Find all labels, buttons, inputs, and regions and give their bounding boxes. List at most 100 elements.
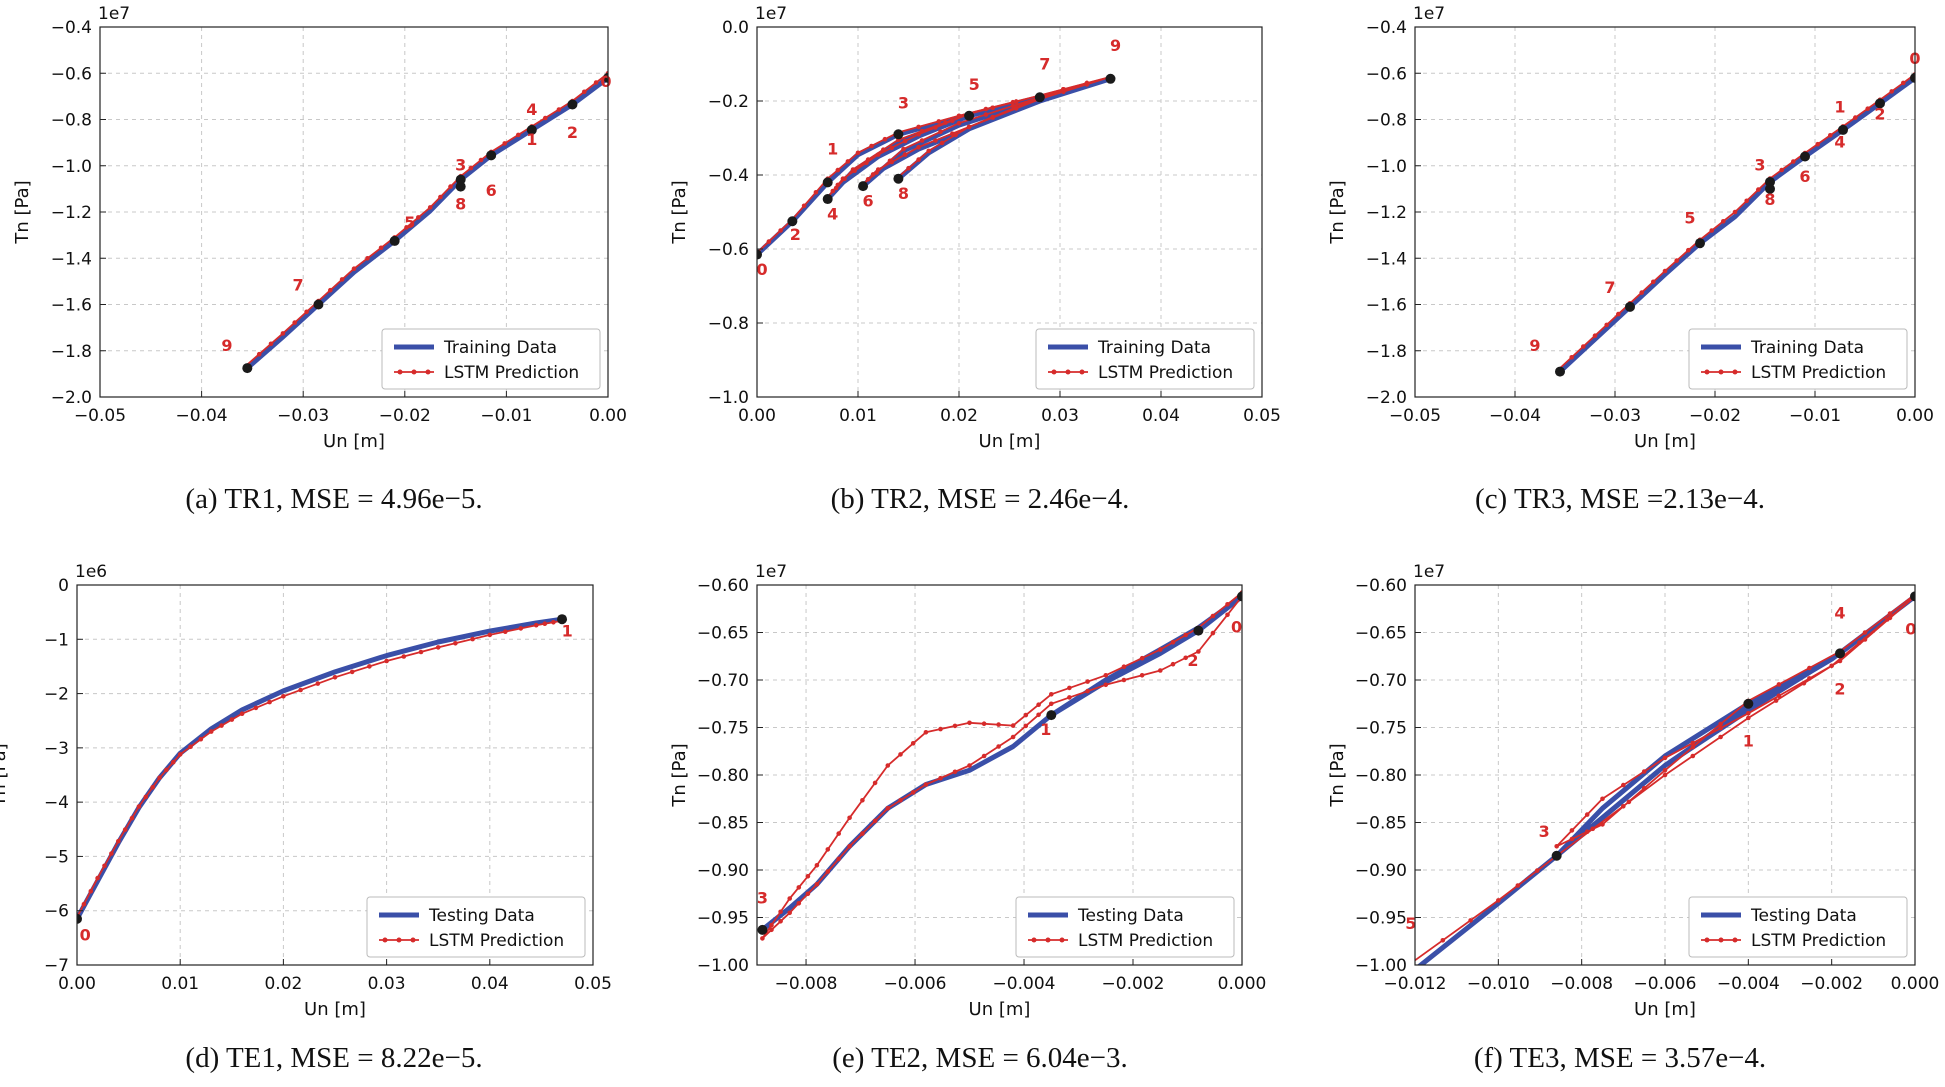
legend-prediction-label: LSTM Prediction	[1751, 363, 1886, 383]
prediction-point	[1023, 723, 1029, 729]
y-tick-label: −0.6	[51, 64, 92, 84]
state-marker	[1910, 591, 1915, 602]
prediction-point	[805, 891, 811, 897]
chart-f: 0 1 2 3 4 5 −0.012 −0.010 −0.008 −0.006 −0.004 −0.0…	[1327, 562, 1939, 1020]
point-label: 5	[1405, 914, 1416, 933]
x-tick-label: 0.00	[738, 406, 776, 426]
series-truth-line	[757, 76, 1113, 257]
prediction-point	[996, 744, 1001, 749]
prediction-point	[1807, 676, 1812, 681]
x-tick-label: −0.04	[176, 406, 228, 426]
prediction-point	[1862, 637, 1868, 642]
state-marker	[455, 174, 466, 185]
prediction-point	[1085, 679, 1090, 684]
legend-prediction-dot	[396, 937, 402, 943]
prediction-point	[1639, 290, 1644, 295]
prediction-point	[916, 132, 921, 137]
y-tick-label: 0.0	[722, 18, 749, 38]
prediction-point	[109, 851, 114, 856]
prediction-point	[1862, 630, 1868, 635]
x-axis-label: Un [m]	[979, 431, 1041, 452]
state-marker	[389, 235, 400, 246]
prediction-point	[1210, 630, 1216, 636]
x-tick-label: −0.012	[1384, 974, 1447, 994]
prediction-point	[453, 641, 458, 646]
prediction-point	[933, 138, 938, 143]
state-marker	[1625, 301, 1635, 312]
point-label: 1	[1040, 720, 1051, 739]
caption-b: (b) TR2, MSE = 2.46e−4.	[830, 483, 1130, 515]
prediction-point	[1196, 649, 1201, 654]
prediction-point	[910, 741, 916, 746]
prediction-point	[1584, 829, 1590, 834]
y-tick-label: −0.90	[697, 861, 749, 881]
prediction-point	[416, 215, 421, 220]
prediction-point	[1036, 712, 1041, 718]
x-tick-label: 0.05	[1243, 406, 1281, 426]
y-tick-label: −2.0	[51, 388, 92, 408]
legend-box	[1015, 896, 1235, 958]
prediction-point	[805, 874, 811, 879]
point-label: 0	[1905, 619, 1916, 638]
prediction-point	[551, 620, 556, 625]
prediction-point	[1023, 712, 1029, 718]
prediction-point	[835, 182, 841, 188]
x-tick-label: 0.03	[1041, 406, 1079, 426]
prediction-point	[1651, 279, 1656, 285]
prediction-point	[956, 120, 962, 126]
prediction-point	[916, 157, 921, 162]
prediction-point	[1061, 89, 1066, 95]
prediction-point	[1010, 734, 1016, 740]
state-marker	[893, 129, 904, 140]
y-tick-label: −0.80	[1355, 766, 1407, 786]
prediction-point	[1210, 613, 1216, 619]
prediction-point	[1183, 655, 1188, 661]
prediction-point	[1036, 702, 1041, 707]
prediction-point	[1468, 918, 1473, 923]
x-tick-label: −0.02	[1689, 406, 1741, 426]
point-label: 8	[898, 184, 909, 203]
prediction-point	[953, 132, 958, 138]
prediction-point	[1515, 883, 1521, 888]
x-tick-label: 0.01	[839, 406, 877, 426]
x-tick-label: −0.04	[1489, 406, 1541, 426]
y-tick-label: −0.4	[1366, 18, 1407, 38]
state-marker	[1835, 648, 1845, 659]
prediction-point	[1718, 721, 1723, 727]
legend-prediction-dot	[411, 369, 417, 375]
prediction-point	[814, 863, 820, 868]
prediction-point	[1801, 680, 1807, 686]
prediction-point	[1139, 673, 1145, 678]
prediction-point	[339, 277, 345, 282]
x-tick-label: −0.008	[775, 974, 838, 994]
x-tick-label: 0.01	[161, 974, 199, 994]
point-label: 2	[567, 123, 578, 142]
prediction-point	[1616, 311, 1621, 317]
prediction-point	[906, 165, 911, 171]
prediction-point	[1776, 693, 1782, 699]
y-tick-label: −0.60	[1355, 576, 1407, 596]
prediction-point	[219, 723, 224, 728]
prediction-point	[328, 287, 333, 293]
prediction-point	[1756, 187, 1761, 192]
prediction-point	[778, 919, 783, 924]
legend-truth-label: Training Data	[1750, 338, 1864, 358]
y-tick-label: −3	[44, 739, 69, 759]
prediction-point	[478, 157, 484, 163]
y-tick-label: −2.0	[1366, 388, 1407, 408]
prediction-point	[150, 785, 155, 790]
axis-offset-text: 1e7	[755, 4, 787, 24]
point-label: 1	[1743, 732, 1754, 751]
prediction-point	[468, 165, 474, 171]
legend-box	[381, 328, 601, 390]
point-label: 1	[562, 622, 573, 641]
state-marker	[1800, 151, 1810, 162]
prediction-point	[143, 794, 149, 800]
prediction-point	[1807, 665, 1812, 671]
prediction-point	[438, 194, 443, 200]
prediction-point	[1013, 106, 1019, 111]
y-tick-label: −1.6	[51, 296, 92, 316]
prediction-point	[1829, 663, 1834, 669]
prediction-point	[267, 699, 272, 705]
